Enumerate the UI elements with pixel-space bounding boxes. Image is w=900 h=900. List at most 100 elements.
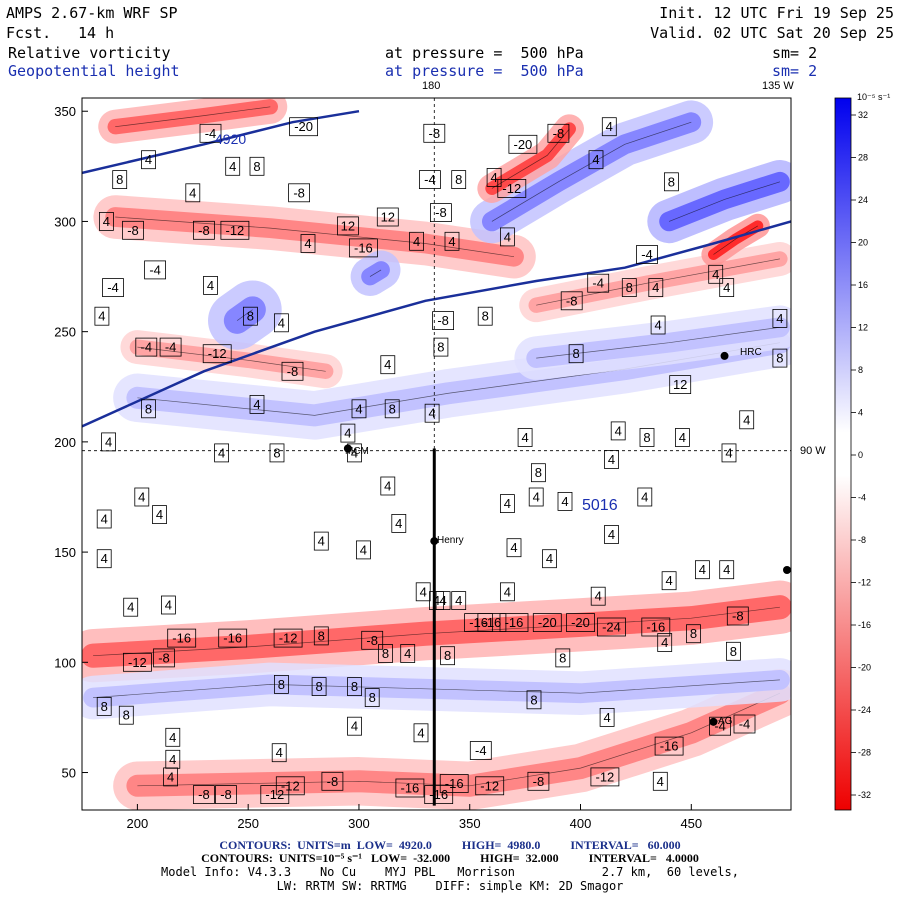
contour-value-label: -12 [273,628,303,648]
contour-value-label: 8 [664,172,679,192]
contour-value-label: 4 [163,767,179,787]
contour-value-label: -20 [566,613,595,632]
contour-label-box [380,476,396,496]
contour-label-box [413,723,429,743]
contour-label-box [321,771,344,791]
contours-vorticity-info: CONTOURS: UNITS=10⁻⁵ s⁻¹ LOW= -32.000 HI… [201,851,699,865]
contour-value-label: -8 [429,203,452,223]
contour-value-label: 8 [440,646,456,666]
contour-label-box [508,134,538,154]
contour-label-text: -12 [265,787,284,802]
contour-label-text: 4 [127,600,134,615]
contour-label-box [772,308,788,328]
contour-label-text: 8 [389,401,396,416]
y-tick-label: 100 [54,655,76,670]
colorbar-tick-label: -8 [858,535,866,545]
contour-label-box [281,361,304,381]
station-label-henry: Henry [437,535,464,546]
contour-label-box [160,595,176,615]
contour-label-box [424,785,454,804]
contour-value-label: 8 [526,690,542,710]
contour-label-box [637,487,653,507]
contour-label-text: -4 [714,719,726,734]
contour-value-label: 8 [384,399,400,419]
contour-label-box [336,216,359,236]
contour-label-text: 8 [444,648,451,663]
lat-90w-label: 90 W [800,445,826,457]
contour-label-text: -8 [198,223,210,238]
contour-label-text: 8 [369,690,376,705]
colorbar-tick-label: -24 [858,705,871,715]
field1-name: Relative vorticity [8,44,171,62]
contour-label-text: 4 [606,119,613,134]
station-marker-hrc [720,351,729,360]
contour-label-text: 4 [395,516,402,531]
contour-label-text: 8 [318,628,325,643]
contour-label-text: 4 [169,752,176,767]
contour-label-box [506,538,522,558]
contour-label-box [435,591,451,610]
contour-label-box [112,170,128,190]
contour-value-label: 4 [123,597,139,617]
contour-label-box [555,648,571,668]
contour-value-label: 4 [444,231,460,251]
contour-label-text: -4 [475,743,487,758]
colorbar-tick-label: 0 [858,450,863,460]
contour-label-text: 8 [482,309,489,324]
colorbar-tick-label: -16 [858,620,871,630]
contour-label-box [475,776,505,796]
contour-label-box [599,708,615,727]
contour-label-text: 8 [690,626,697,641]
colorbar-tick-label: -4 [858,493,866,503]
lon-180-label: 180 [422,80,441,92]
contour-label-text: -12 [128,655,147,670]
contour-label-text: 12 [673,377,687,392]
contour-label-box [639,428,655,447]
contour-label-text: -16 [172,631,191,646]
vorticity-contour-line [536,326,780,359]
contour-label-text: 4 [679,430,686,445]
contour-label-box [242,306,258,326]
contour-value-label: 8 [639,428,655,447]
contour-value-label: -12 [123,652,152,672]
contour-label-box [433,337,449,357]
contour-label-box [202,344,232,364]
contour-label-text: 4 [218,445,225,460]
contour-value-label: 4 [650,315,666,335]
contour-value-label: 8 [568,344,584,364]
contour-label-text: -12 [480,778,499,793]
contour-value-label: 4 [391,514,407,533]
contour-value-label: -16 [499,613,529,632]
contour-label-text: 8 [273,445,280,460]
contour-label-box [423,123,446,143]
contour-value-label: -8 [288,183,311,203]
contour-value-label: -8 [423,123,446,143]
vorticity-contour-line [491,128,570,189]
contour-label-text: 4 [278,315,285,330]
field2-smoothing: sm= 2 [772,62,818,80]
contour-label-box [424,403,440,423]
contour-label-box [621,278,637,298]
contour-value-label: 4 [141,150,156,170]
contour-label-text: 8 [437,340,444,355]
contour-label-box [376,207,399,227]
contour-value-label: 4 [214,443,230,463]
fcst-label: Fcst. [6,24,52,42]
contour-label-text: 8 [559,650,566,665]
contour-label-text: 8 [382,646,389,661]
colorbar-tick-label: 24 [858,195,868,205]
contour-label-text: -16 [223,631,242,646]
contour-label-box [163,767,179,787]
contour-value-label: 8 [273,675,289,694]
contour-label-text: 4 [561,494,568,509]
contour-label-box [313,531,329,551]
contour-value-label: 4 [424,403,440,423]
contour-value-label: 8 [378,644,393,663]
contour-label-box [118,705,134,725]
contour-label-text: -24 [602,620,621,635]
contour-label-box [604,525,619,544]
contour-label-box [400,644,416,663]
height-label-5016: 5016 [582,497,618,514]
contour-label-box [601,117,617,137]
colorbar-tick-label: 28 [858,153,868,163]
